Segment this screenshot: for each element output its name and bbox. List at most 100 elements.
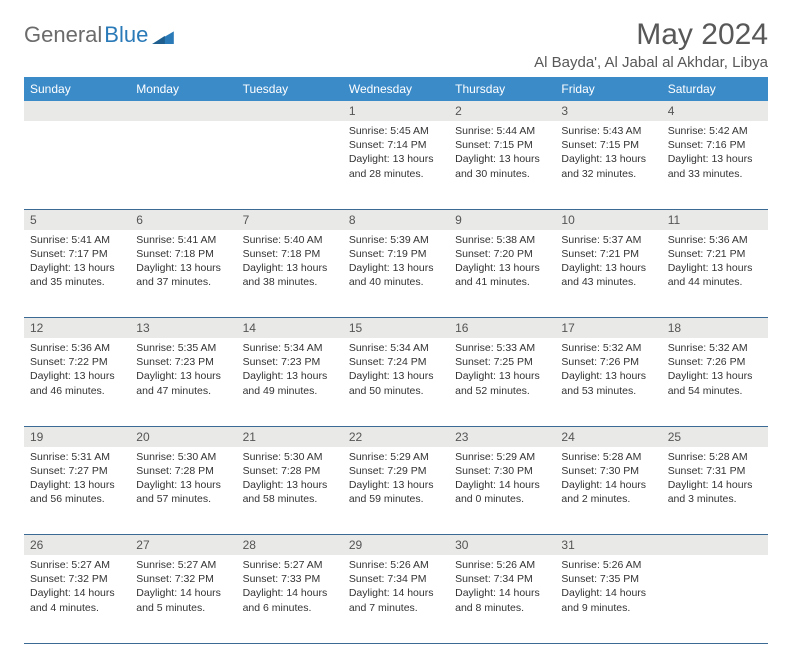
- day-number-cell: 14: [237, 318, 343, 339]
- daylight-line: Daylight: 13 hours and 47 minutes.: [136, 369, 230, 397]
- sunset-line: Sunset: 7:14 PM: [349, 138, 443, 152]
- day-cell: Sunrise: 5:28 AMSunset: 7:31 PMDaylight:…: [662, 447, 768, 512]
- day-header: Sunday: [24, 77, 130, 101]
- day-cell: Sunrise: 5:34 AMSunset: 7:23 PMDaylight:…: [237, 338, 343, 403]
- sunrise-line: Sunrise: 5:38 AM: [455, 233, 549, 247]
- daylight-line: Daylight: 14 hours and 0 minutes.: [455, 478, 549, 506]
- daylight-line: Daylight: 14 hours and 3 minutes.: [668, 478, 762, 506]
- day-number-cell: 13: [130, 318, 236, 339]
- day-content-cell: [24, 121, 130, 209]
- daylight-line: Daylight: 13 hours and 57 minutes.: [136, 478, 230, 506]
- daylight-line: Daylight: 14 hours and 6 minutes.: [243, 586, 337, 614]
- daylight-line: Daylight: 14 hours and 5 minutes.: [136, 586, 230, 614]
- sunset-line: Sunset: 7:22 PM: [30, 355, 124, 369]
- day-content-cell: Sunrise: 5:43 AMSunset: 7:15 PMDaylight:…: [555, 121, 661, 209]
- sunset-line: Sunset: 7:34 PM: [349, 572, 443, 586]
- day-number-cell: [237, 101, 343, 121]
- sunrise-line: Sunrise: 5:45 AM: [349, 124, 443, 138]
- day-content-cell: Sunrise: 5:41 AMSunset: 7:17 PMDaylight:…: [24, 230, 130, 318]
- day-cell: Sunrise: 5:31 AMSunset: 7:27 PMDaylight:…: [24, 447, 130, 512]
- title-block: May 2024 Al Bayda', Al Jabal al Akhdar, …: [534, 18, 768, 71]
- day-header: Saturday: [662, 77, 768, 101]
- daylight-line: Daylight: 13 hours and 35 minutes.: [30, 261, 124, 289]
- day-cell: Sunrise: 5:27 AMSunset: 7:32 PMDaylight:…: [130, 555, 236, 620]
- brand-part1: General: [24, 22, 102, 48]
- brand-triangle-icon: [152, 26, 174, 44]
- day-cell: Sunrise: 5:30 AMSunset: 7:28 PMDaylight:…: [237, 447, 343, 512]
- day-content-cell: Sunrise: 5:34 AMSunset: 7:24 PMDaylight:…: [343, 338, 449, 426]
- day-cell: Sunrise: 5:38 AMSunset: 7:20 PMDaylight:…: [449, 230, 555, 295]
- day-cell: Sunrise: 5:28 AMSunset: 7:30 PMDaylight:…: [555, 447, 661, 512]
- day-cell: Sunrise: 5:32 AMSunset: 7:26 PMDaylight:…: [555, 338, 661, 403]
- day-content-cell: Sunrise: 5:27 AMSunset: 7:32 PMDaylight:…: [130, 555, 236, 643]
- daylight-line: Daylight: 14 hours and 7 minutes.: [349, 586, 443, 614]
- daylight-line: Daylight: 13 hours and 50 minutes.: [349, 369, 443, 397]
- sunrise-line: Sunrise: 5:34 AM: [349, 341, 443, 355]
- sunrise-line: Sunrise: 5:27 AM: [136, 558, 230, 572]
- day-cell: Sunrise: 5:41 AMSunset: 7:18 PMDaylight:…: [130, 230, 236, 295]
- day-number-cell: 10: [555, 209, 661, 230]
- sunrise-line: Sunrise: 5:28 AM: [561, 450, 655, 464]
- day-content-cell: Sunrise: 5:27 AMSunset: 7:33 PMDaylight:…: [237, 555, 343, 643]
- sunrise-line: Sunrise: 5:36 AM: [668, 233, 762, 247]
- day-content-row: Sunrise: 5:36 AMSunset: 7:22 PMDaylight:…: [24, 338, 768, 426]
- day-content-cell: Sunrise: 5:27 AMSunset: 7:32 PMDaylight:…: [24, 555, 130, 643]
- day-number-cell: 5: [24, 209, 130, 230]
- day-content-cell: Sunrise: 5:33 AMSunset: 7:25 PMDaylight:…: [449, 338, 555, 426]
- sunrise-line: Sunrise: 5:32 AM: [668, 341, 762, 355]
- day-content-cell: Sunrise: 5:45 AMSunset: 7:14 PMDaylight:…: [343, 121, 449, 209]
- daylight-line: Daylight: 13 hours and 28 minutes.: [349, 152, 443, 180]
- sunset-line: Sunset: 7:18 PM: [136, 247, 230, 261]
- sunrise-line: Sunrise: 5:28 AM: [668, 450, 762, 464]
- sunset-line: Sunset: 7:28 PM: [243, 464, 337, 478]
- page-header: General Blue May 2024 Al Bayda', Al Jaba…: [24, 18, 768, 71]
- sunrise-line: Sunrise: 5:40 AM: [243, 233, 337, 247]
- sunrise-line: Sunrise: 5:27 AM: [30, 558, 124, 572]
- sunset-line: Sunset: 7:29 PM: [349, 464, 443, 478]
- day-content-cell: Sunrise: 5:26 AMSunset: 7:35 PMDaylight:…: [555, 555, 661, 643]
- daylight-line: Daylight: 13 hours and 40 minutes.: [349, 261, 443, 289]
- day-header: Thursday: [449, 77, 555, 101]
- day-cell: Sunrise: 5:36 AMSunset: 7:22 PMDaylight:…: [24, 338, 130, 403]
- sunset-line: Sunset: 7:15 PM: [455, 138, 549, 152]
- day-content-cell: Sunrise: 5:26 AMSunset: 7:34 PMDaylight:…: [449, 555, 555, 643]
- sunset-line: Sunset: 7:33 PM: [243, 572, 337, 586]
- day-cell: Sunrise: 5:34 AMSunset: 7:24 PMDaylight:…: [343, 338, 449, 403]
- day-number-cell: 30: [449, 535, 555, 556]
- daylight-line: Daylight: 13 hours and 53 minutes.: [561, 369, 655, 397]
- sunrise-line: Sunrise: 5:35 AM: [136, 341, 230, 355]
- day-number-cell: [24, 101, 130, 121]
- sunset-line: Sunset: 7:35 PM: [561, 572, 655, 586]
- calendar-table: SundayMondayTuesdayWednesdayThursdayFrid…: [24, 77, 768, 644]
- brand-logo: General Blue: [24, 18, 174, 48]
- day-cell: Sunrise: 5:42 AMSunset: 7:16 PMDaylight:…: [662, 121, 768, 186]
- day-content-cell: Sunrise: 5:35 AMSunset: 7:23 PMDaylight:…: [130, 338, 236, 426]
- day-number-cell: 15: [343, 318, 449, 339]
- sunrise-line: Sunrise: 5:41 AM: [30, 233, 124, 247]
- day-number-cell: 9: [449, 209, 555, 230]
- sunrise-line: Sunrise: 5:39 AM: [349, 233, 443, 247]
- day-number-cell: [662, 535, 768, 556]
- sunrise-line: Sunrise: 5:42 AM: [668, 124, 762, 138]
- day-number-cell: 1: [343, 101, 449, 121]
- day-cell: Sunrise: 5:41 AMSunset: 7:17 PMDaylight:…: [24, 230, 130, 295]
- day-content-row: Sunrise: 5:31 AMSunset: 7:27 PMDaylight:…: [24, 447, 768, 535]
- day-cell: Sunrise: 5:35 AMSunset: 7:23 PMDaylight:…: [130, 338, 236, 403]
- day-content-cell: Sunrise: 5:32 AMSunset: 7:26 PMDaylight:…: [555, 338, 661, 426]
- daylight-line: Daylight: 13 hours and 59 minutes.: [349, 478, 443, 506]
- sunset-line: Sunset: 7:15 PM: [561, 138, 655, 152]
- sunset-line: Sunset: 7:30 PM: [455, 464, 549, 478]
- day-header: Wednesday: [343, 77, 449, 101]
- day-number-cell: 29: [343, 535, 449, 556]
- day-cell: Sunrise: 5:26 AMSunset: 7:34 PMDaylight:…: [449, 555, 555, 620]
- day-number-row: 1234: [24, 101, 768, 121]
- day-content-cell: Sunrise: 5:34 AMSunset: 7:23 PMDaylight:…: [237, 338, 343, 426]
- day-content-cell: Sunrise: 5:36 AMSunset: 7:22 PMDaylight:…: [24, 338, 130, 426]
- sunset-line: Sunset: 7:19 PM: [349, 247, 443, 261]
- day-number-cell: 16: [449, 318, 555, 339]
- daylight-line: Daylight: 14 hours and 4 minutes.: [30, 586, 124, 614]
- day-number-cell: 25: [662, 426, 768, 447]
- sunset-line: Sunset: 7:31 PM: [668, 464, 762, 478]
- daylight-line: Daylight: 13 hours and 43 minutes.: [561, 261, 655, 289]
- daylight-line: Daylight: 14 hours and 2 minutes.: [561, 478, 655, 506]
